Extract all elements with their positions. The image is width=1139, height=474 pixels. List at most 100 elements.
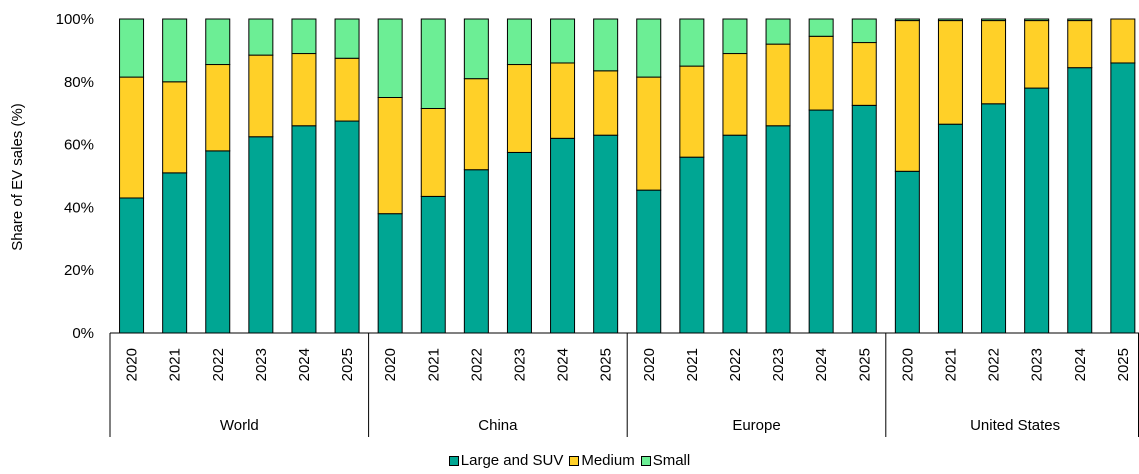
y-tick-label: 20% (64, 262, 94, 279)
x-tick-label: 2022 (986, 348, 1003, 381)
legend-label: Small (652, 452, 691, 469)
bar-segment (937, 123, 963, 334)
legend-swatch (569, 455, 580, 466)
bar-segment (851, 104, 877, 334)
bar-segment (420, 18, 446, 109)
bar-segment (722, 134, 748, 334)
legend-item: Medium (569, 452, 635, 469)
legend-label: Large and SUV (460, 452, 564, 469)
bar-segment (1024, 87, 1050, 334)
x-tick-label: 2020 (124, 348, 141, 381)
bar-segment (550, 18, 576, 64)
bar-segment (506, 64, 532, 153)
x-tick-label: 2020 (641, 348, 658, 381)
bar-segment (377, 213, 403, 334)
bar-segment (765, 18, 791, 45)
bar-segment (162, 172, 188, 334)
x-tick-label: 2025 (598, 348, 615, 381)
y-tick-label: 80% (64, 74, 94, 91)
bar-segment (248, 54, 274, 138)
bar-segment (1024, 18, 1050, 22)
bar-segment (1110, 18, 1136, 64)
x-tick-label: 2025 (1115, 348, 1132, 381)
bar-segment (593, 134, 619, 334)
bar-segment (679, 156, 705, 334)
x-tick-label: 2025 (339, 348, 356, 381)
x-tick-label: 2021 (684, 348, 701, 381)
group-label: United States (970, 417, 1060, 434)
legend-item: Small (640, 452, 691, 469)
x-tick-label: 2023 (770, 348, 787, 381)
bar-segment (463, 78, 489, 171)
bar-segment (205, 18, 231, 66)
legend-item: Large and SUV (448, 452, 564, 469)
group-label: World (220, 417, 259, 434)
bar-segment (463, 18, 489, 80)
x-tick-label: 2024 (296, 348, 313, 381)
x-tick-label: 2021 (167, 348, 184, 381)
bar-segment (808, 18, 834, 37)
bar-segment (593, 18, 619, 72)
group-label: China (478, 417, 518, 434)
bar-segment (981, 18, 1007, 22)
bar-segment (636, 189, 662, 334)
x-tick-label: 2023 (1029, 348, 1046, 381)
bar-segment (550, 137, 576, 334)
x-tick-label: 2024 (813, 348, 830, 381)
bar-segment (937, 18, 963, 22)
y-tick-label: 60% (64, 137, 94, 154)
bar-segment (205, 64, 231, 152)
bar-segment (1067, 67, 1093, 334)
bar-segment (722, 18, 748, 55)
x-tick-label: 2021 (942, 348, 959, 381)
bar-segment (851, 42, 877, 106)
bar-segment (937, 20, 963, 125)
bar-segment (679, 65, 705, 158)
bar-segment (420, 195, 446, 334)
bar-segment (894, 20, 920, 172)
bar-segment (851, 18, 877, 44)
bar-segment (377, 97, 403, 215)
bar-segment (679, 18, 705, 67)
bar-segment (1024, 20, 1050, 89)
bar-segment (506, 151, 532, 334)
bar-segment (981, 20, 1007, 105)
bar-segment (550, 62, 576, 139)
bar-segment (162, 81, 188, 174)
bar-segment (894, 170, 920, 334)
bar-segment (981, 103, 1007, 334)
bar-segment (1110, 62, 1136, 334)
bar-segment (162, 18, 188, 83)
bar-segment (248, 136, 274, 334)
bar-segment (291, 53, 317, 127)
x-tick-label: 2020 (382, 348, 399, 381)
bar-segment (119, 76, 145, 199)
bar-segment (463, 169, 489, 334)
legend-swatch (640, 455, 651, 466)
x-tick-label: 2024 (555, 348, 572, 381)
stacked-bar-chart: Share of EV sales (%) 0% 20% 40% 60% 80% 100%… (9, 11, 1139, 437)
y-tick-label: 40% (64, 199, 94, 216)
bar-segment (593, 70, 619, 136)
x-tick-label: 2023 (511, 348, 528, 381)
bar-segment (765, 43, 791, 127)
bar-segment (205, 150, 231, 334)
legend-label: Medium (581, 452, 635, 469)
bar-segment (377, 18, 403, 98)
y-axis-label: Share of EV sales (%) (9, 103, 26, 251)
bar-segment (894, 18, 920, 22)
bar-segment (119, 197, 145, 334)
y-tick-label: 100% (56, 11, 94, 28)
bar-segment (808, 35, 834, 111)
bar-segment (334, 57, 360, 122)
bar-segment (765, 125, 791, 334)
group-label: Europe (732, 417, 780, 434)
legend: Large and SUV Medium Small (0, 452, 1139, 470)
bar-segment (420, 107, 446, 197)
x-tick-label: 2024 (1072, 348, 1089, 381)
x-tick-label: 2021 (425, 348, 442, 381)
bar-segment (291, 18, 317, 55)
bar-segment (1067, 20, 1093, 69)
x-tick-label: 2025 (856, 348, 873, 381)
x-tick-label: 2022 (727, 348, 744, 381)
